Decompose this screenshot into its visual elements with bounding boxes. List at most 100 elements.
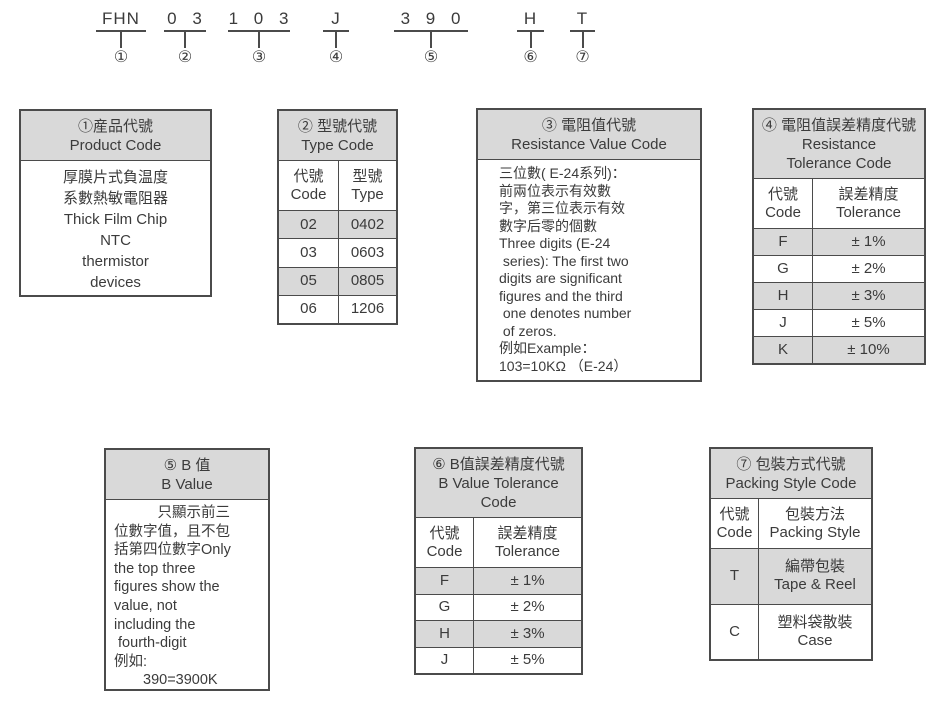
description-line: devices bbox=[90, 274, 141, 291]
segment-marker: ③ bbox=[251, 49, 267, 66]
part-number-segment-product: FHN ① bbox=[96, 8, 146, 66]
connector-line bbox=[120, 32, 122, 48]
box-title-zh: ③ 電阻值代號 bbox=[541, 117, 637, 134]
cell-packing-style: 塑料袋散裝 Case bbox=[777, 613, 853, 649]
connector-line bbox=[581, 32, 584, 48]
cell-code: G bbox=[416, 594, 474, 620]
box-title-zh: ①産品代號 bbox=[77, 118, 153, 135]
segment-code: J bbox=[323, 8, 349, 32]
column-header-code: 代號 Code bbox=[416, 518, 474, 567]
column-header-packing-style: 包裝方法 Packing Style bbox=[769, 506, 861, 541]
table-row: J ± 5% bbox=[754, 309, 924, 336]
part-number-segment-b-tolerance: H ⑥ bbox=[517, 8, 544, 66]
cell-tolerance: ± 10% bbox=[847, 341, 890, 358]
part-number-segment-resistance-tolerance: J ④ bbox=[323, 8, 349, 66]
segment-code: H bbox=[517, 8, 544, 32]
cell-packing-style: 編帶包裝 Tape & Reel bbox=[774, 558, 856, 594]
cell-type: 0603 bbox=[350, 243, 385, 261]
cell-code: 03 bbox=[279, 239, 339, 267]
segment-marker: ④ bbox=[328, 49, 344, 66]
cell-type: 1206 bbox=[350, 300, 385, 318]
table-header-row: 代號 Code 型號 Type bbox=[279, 161, 396, 210]
b-value-description: 只顯示前三 位數字值，且不包 括第四位數字Only the top three … bbox=[114, 505, 231, 689]
column-header-code: 代號 Code bbox=[279, 161, 339, 210]
part-number-segment-packing: T ⑦ bbox=[570, 8, 595, 66]
table-row: F ± 1% bbox=[416, 567, 581, 594]
description-line: NTC bbox=[100, 232, 131, 249]
box-title: ①産品代號 Product Code bbox=[21, 111, 210, 161]
cell-type: 0805 bbox=[350, 272, 385, 290]
cell-tolerance: ± 5% bbox=[851, 314, 886, 331]
table-row: K ± 10% bbox=[754, 336, 924, 363]
segment-code: 3 9 0 bbox=[394, 8, 468, 32]
box-title-en: B Value Tolerance bbox=[438, 475, 559, 492]
box-title: ⑦ 包裝方式代號 Packing Style Code bbox=[711, 449, 871, 499]
part-number-segment-b-value: 3 9 0 ⑤ bbox=[394, 8, 468, 66]
cell-tolerance: ± 1% bbox=[510, 571, 545, 589]
part-number-segment-resistance: 1 0 3 ③ bbox=[228, 8, 290, 66]
cell-tolerance: ± 2% bbox=[851, 260, 886, 277]
table-row: J ± 5% bbox=[416, 646, 581, 673]
cell-code: F bbox=[754, 229, 813, 255]
connector-line bbox=[184, 32, 186, 48]
box-title: ⑤ B 值 B Value bbox=[106, 450, 268, 500]
table-header-row: 代號 Code 誤差精度 Tolerance bbox=[754, 179, 924, 228]
cell-type: 0402 bbox=[350, 215, 385, 233]
box-title-en: Type Code bbox=[301, 137, 374, 154]
segment-marker: ⑤ bbox=[423, 49, 439, 66]
box-title: ② 型號代號 Type Code bbox=[279, 111, 396, 161]
table-row: G ± 2% bbox=[416, 593, 581, 620]
segment-code: T bbox=[570, 8, 595, 32]
table-row: H ± 3% bbox=[754, 282, 924, 309]
box-title-en: Resistance Value Code bbox=[511, 136, 667, 153]
box-title-zh: ② 型號代號 bbox=[297, 118, 378, 135]
cell-tolerance: ± 3% bbox=[851, 287, 886, 304]
table-row: C 塑料袋散裝 Case bbox=[711, 603, 871, 659]
box-title-zh: ④ 電阻值誤差精度代號 bbox=[761, 117, 917, 134]
type-code-box: ② 型號代號 Type Code 代號 Code 型號 Type 02 0402… bbox=[277, 109, 398, 325]
column-header-code: 代號 Code bbox=[711, 499, 759, 548]
box-title: ④ 電阻值誤差精度代號 Resistance Tolerance Code bbox=[754, 110, 924, 179]
cell-tolerance: ± 5% bbox=[510, 651, 545, 669]
box-title-zh: ⑤ B 值 bbox=[163, 457, 211, 474]
box-title-en2: Code bbox=[480, 494, 517, 511]
table-row: 05 0805 bbox=[279, 266, 396, 295]
segment-marker: ② bbox=[177, 49, 193, 66]
cell-tolerance: ± 1% bbox=[851, 233, 886, 250]
connector-line bbox=[430, 32, 432, 48]
cell-tolerance: ± 3% bbox=[510, 624, 545, 642]
description-line: Thick Film Chip bbox=[63, 211, 168, 228]
cell-code: 02 bbox=[279, 211, 339, 239]
cell-code: 06 bbox=[279, 295, 339, 323]
column-header-tolerance: 誤差精度 Tolerance bbox=[494, 525, 561, 560]
connector-line bbox=[529, 32, 532, 48]
segment-marker: ⑥ bbox=[523, 49, 538, 66]
table-row: 06 1206 bbox=[279, 294, 396, 323]
column-header-tolerance: 誤差精度 Tolerance bbox=[835, 186, 902, 221]
box-title: ③ 電阻值代號 Resistance Value Code bbox=[478, 110, 700, 160]
table-row: G ± 2% bbox=[754, 255, 924, 282]
table-header-row: 代號 Code 包裝方法 Packing Style bbox=[711, 499, 871, 548]
table-row: H ± 3% bbox=[416, 620, 581, 647]
cell-code: H bbox=[416, 621, 474, 647]
description-line: 系數熱敏電阻器 bbox=[62, 190, 168, 207]
box-title-en: Packing Style Code bbox=[725, 475, 857, 492]
cell-code: K bbox=[754, 337, 813, 363]
segment-marker: ⑦ bbox=[575, 49, 590, 66]
cell-code: T bbox=[711, 549, 759, 604]
cell-code: H bbox=[754, 283, 813, 309]
part-number-segment-type: 0 3 ② bbox=[164, 8, 206, 66]
table-header-row: 代號 Code 誤差精度 Tolerance bbox=[416, 518, 581, 567]
table-row: T 編帶包裝 Tape & Reel bbox=[711, 548, 871, 604]
table-row: 03 0603 bbox=[279, 238, 396, 267]
connector-line bbox=[335, 32, 337, 48]
table-row: F ± 1% bbox=[754, 228, 924, 255]
segment-code: 0 3 bbox=[164, 8, 206, 32]
cell-code: G bbox=[754, 256, 813, 282]
packing-style-code-box: ⑦ 包裝方式代號 Packing Style Code 代號 Code 包裝方法… bbox=[709, 447, 873, 661]
description-line: 厚膜片式負温度 bbox=[62, 169, 168, 186]
product-code-box: ①産品代號 Product Code 厚膜片式負温度 系數熱敏電阻器 Thick… bbox=[19, 109, 212, 297]
b-value-tolerance-code-box: ⑥ B值誤差精度代號 B Value Tolerance Code 代號 Cod… bbox=[414, 447, 583, 675]
cell-code: J bbox=[416, 647, 474, 673]
